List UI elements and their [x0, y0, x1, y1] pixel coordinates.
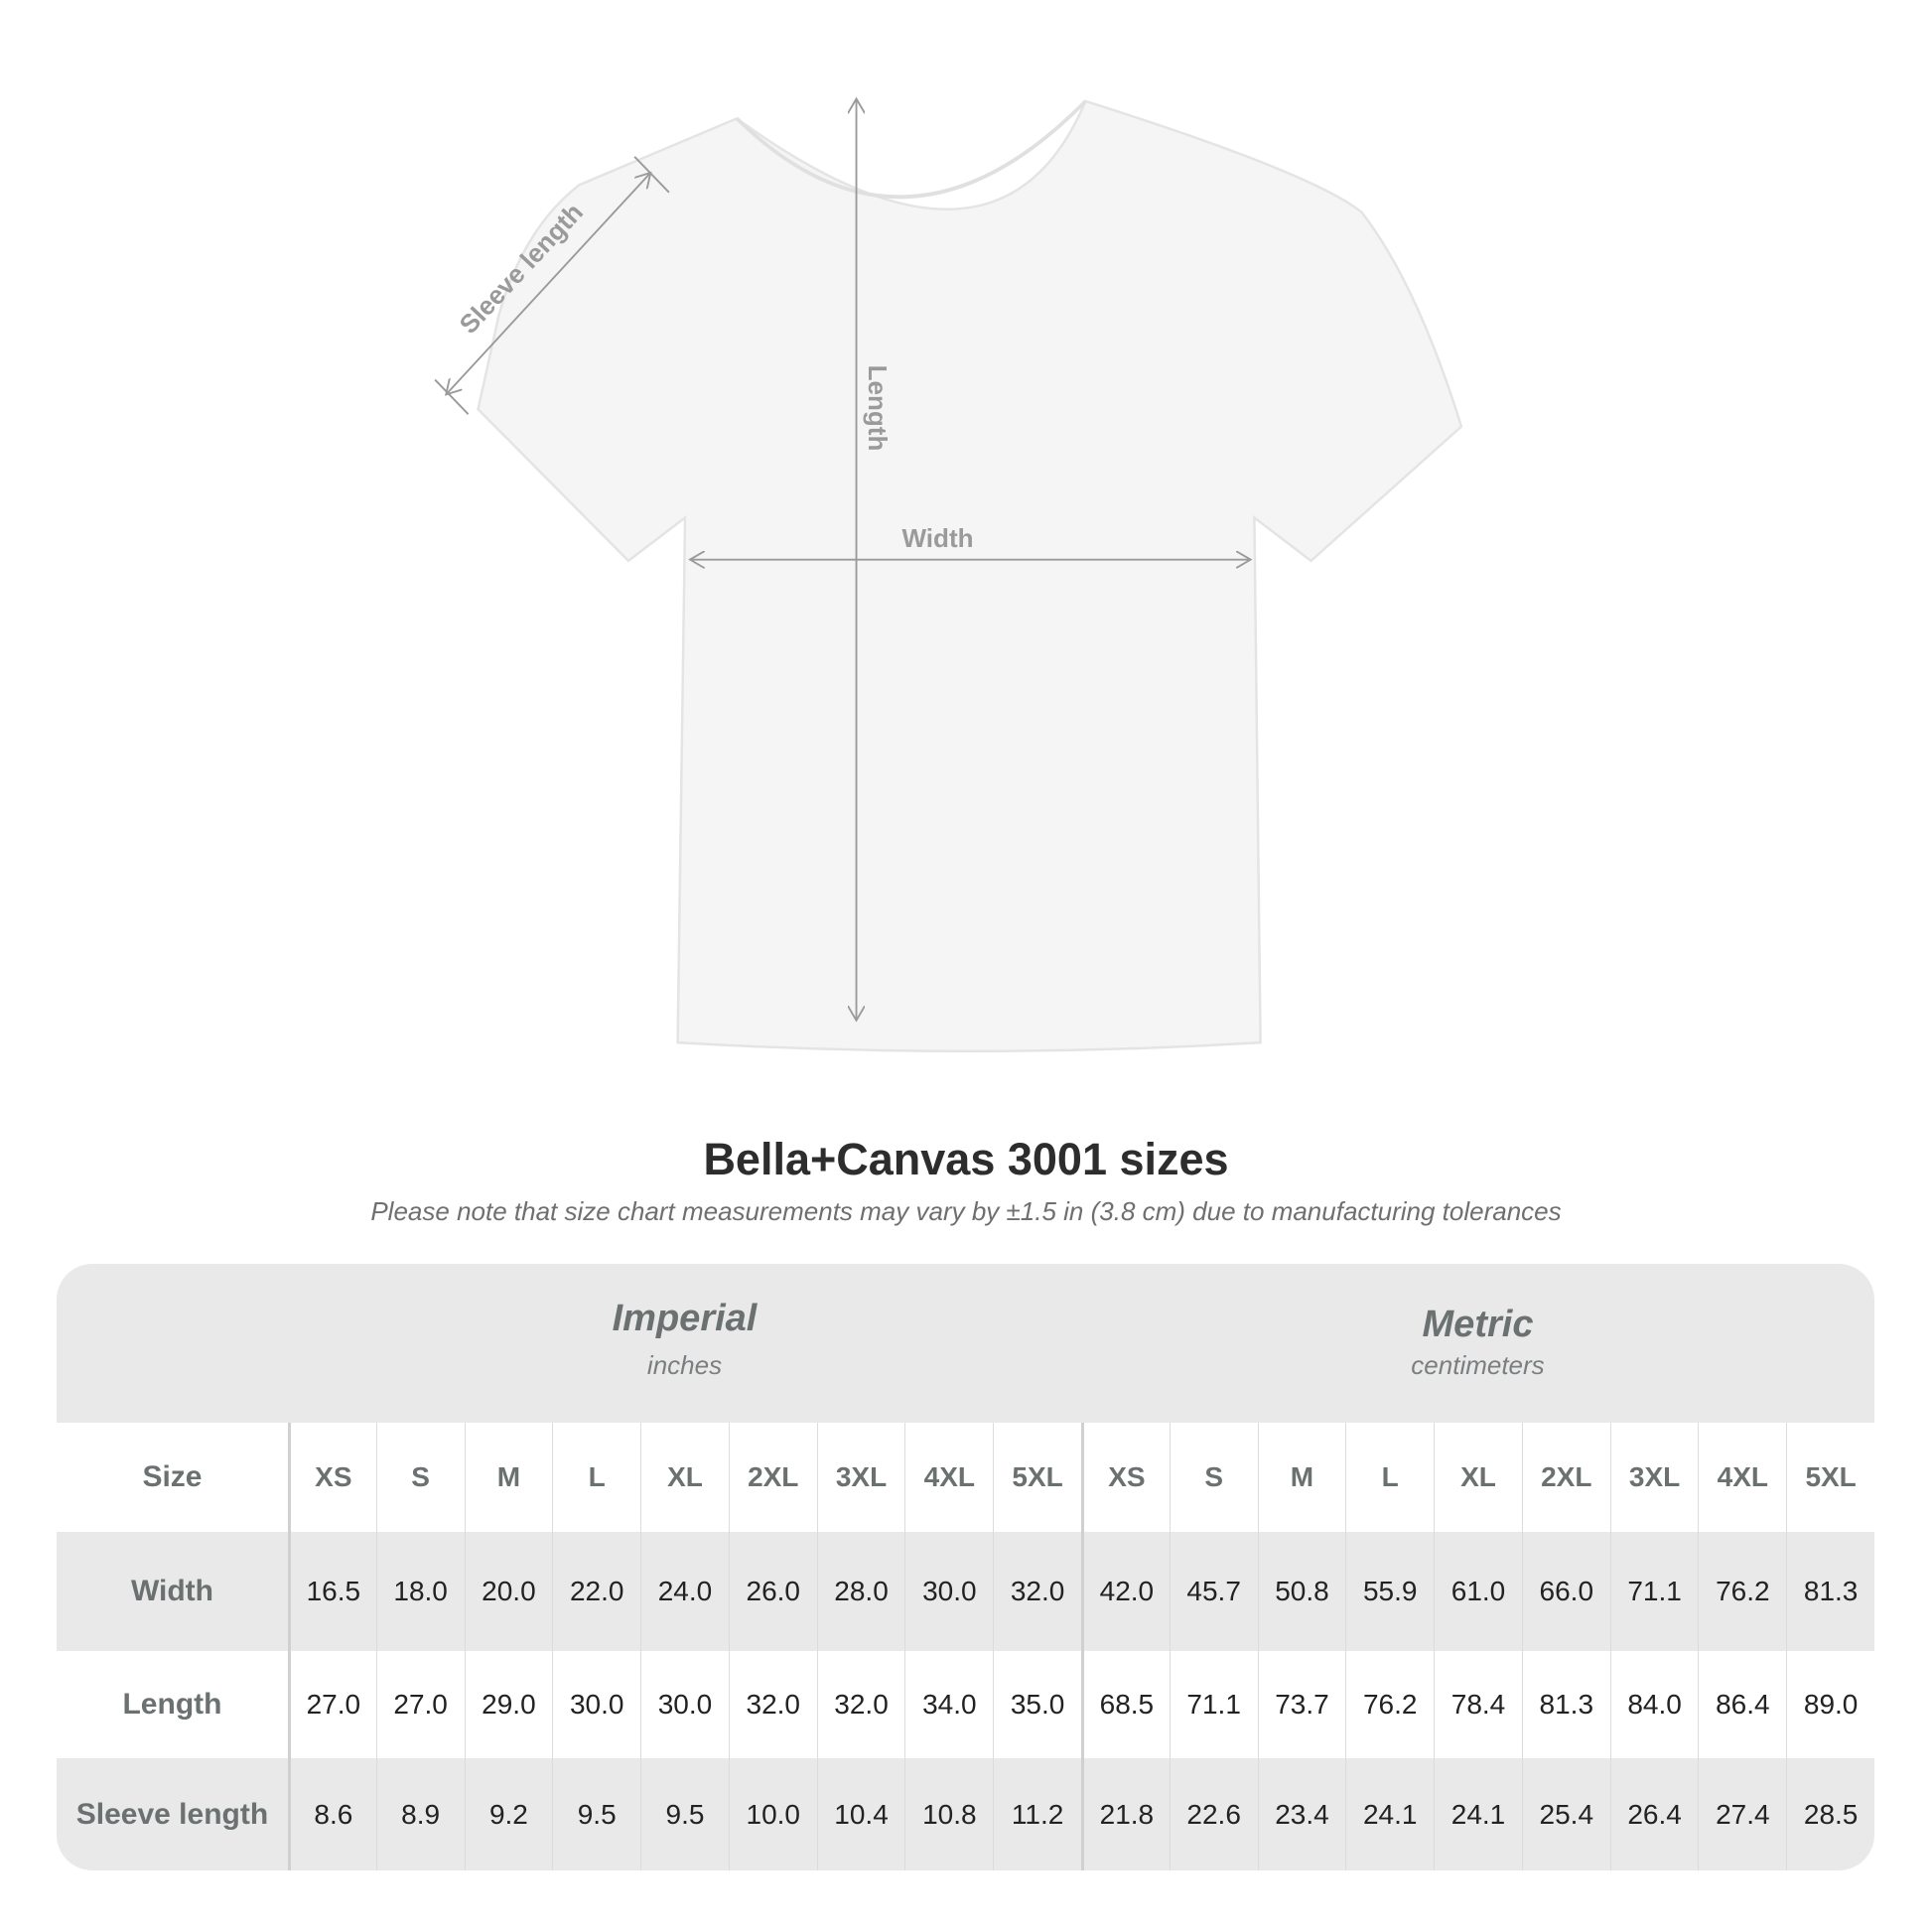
unit-header-band [57, 1264, 1874, 1423]
sleeve-tick [633, 156, 670, 194]
size-header-cell: 4XL [1698, 1423, 1786, 1532]
table-cell: 42.0 [1080, 1532, 1170, 1651]
size-header-cell: 3XL [1609, 1423, 1699, 1532]
size-header-cell: M [464, 1423, 553, 1532]
table-cell: 28.5 [1786, 1758, 1874, 1870]
table-cell: 50.8 [1257, 1532, 1346, 1651]
table-cell: 30.0 [640, 1651, 729, 1758]
size-header-row: Size XS S M L XL 2XL 3XL 4XL 5XL XS S M L XL 2XL 3XL 4XL 5… [57, 1423, 1874, 1532]
size-header-cell: XS [287, 1423, 376, 1532]
metric-unit: centimeters [1411, 1350, 1545, 1380]
size-header-cell: XS [1080, 1423, 1170, 1532]
table-cell: 73.7 [1257, 1651, 1346, 1758]
table-cell: 18.0 [375, 1532, 465, 1651]
size-header-cell: L [552, 1423, 640, 1532]
row-label: Length [122, 1688, 222, 1721]
size-header-cell: 5XL [1786, 1423, 1874, 1532]
table-cell: 24.1 [1434, 1758, 1522, 1870]
table-cell: 55.9 [1345, 1532, 1434, 1651]
size-header-cell: S [375, 1423, 465, 1532]
table-cell: 34.0 [904, 1651, 993, 1758]
size-header-cell: 2XL [728, 1423, 817, 1532]
metric-header: Metric centimeters [1081, 1304, 1874, 1381]
size-header-cell: L [1345, 1423, 1434, 1532]
table-cell: 89.0 [1786, 1651, 1874, 1758]
table-cell: 24.1 [1345, 1758, 1434, 1870]
size-header-cell: M [1257, 1423, 1346, 1532]
page-title: Bella+Canvas 3001 sizes [703, 1134, 1229, 1184]
table-cell: 25.4 [1521, 1758, 1610, 1870]
table-cell: 9.2 [464, 1758, 553, 1870]
size-header-cell: S [1169, 1423, 1258, 1532]
table-cell: 86.4 [1698, 1651, 1786, 1758]
table-cell: 32.0 [728, 1651, 817, 1758]
table-cell: 30.0 [552, 1651, 640, 1758]
table-row: Length 27.0 27.0 29.0 30.0 30.0 32.0 32.0 34.0 35… [57, 1651, 1874, 1758]
table-cell: 84.0 [1609, 1651, 1699, 1758]
table-cell: 22.6 [1169, 1758, 1258, 1870]
tshirt-diagram: Sleeve length Length Width [434, 0, 1463, 1053]
imperial-unit: inches [646, 1350, 723, 1380]
size-header-cell: 2XL [1521, 1423, 1610, 1532]
table-cell: 10.4 [816, 1758, 905, 1870]
table-cell: 32.0 [816, 1651, 905, 1758]
table-cell: 8.6 [287, 1758, 376, 1870]
size-header-cell: 5XL [993, 1423, 1081, 1532]
table-cell: 8.9 [375, 1758, 465, 1870]
table-cell: 27.4 [1698, 1758, 1786, 1870]
size-header-cell: 3XL [816, 1423, 905, 1532]
table-cell: 23.4 [1257, 1758, 1346, 1870]
row-label: Sleeve length [75, 1797, 269, 1831]
table-cell: 35.0 [993, 1651, 1081, 1758]
table-cell: 28.0 [816, 1532, 905, 1651]
table-cell: 29.0 [464, 1651, 553, 1758]
table-cell: 76.2 [1698, 1532, 1786, 1651]
table-cell: 21.8 [1080, 1758, 1170, 1870]
sleeve-arrow [446, 173, 650, 394]
table-cell: 26.0 [728, 1532, 817, 1651]
imperial-header: Imperial inches [288, 1298, 1081, 1381]
row-label: Width [130, 1575, 213, 1607]
length-label: Length [863, 365, 893, 452]
table-cell: 61.0 [1434, 1532, 1522, 1651]
table-cell: 10.0 [728, 1758, 817, 1870]
table-cell: 9.5 [640, 1758, 729, 1870]
table-cell: 24.0 [640, 1532, 729, 1651]
row-label: Size [142, 1460, 203, 1493]
table-cell: 66.0 [1521, 1532, 1610, 1651]
table-cell: 30.0 [904, 1532, 993, 1651]
table-cell: 22.0 [552, 1532, 640, 1651]
table-cell: 16.5 [287, 1532, 376, 1651]
table-cell: 26.4 [1609, 1758, 1699, 1870]
table-cell: 81.3 [1786, 1532, 1874, 1651]
table-row: Width 16.5 18.0 20.0 22.0 24.0 26.0 28.0 30.0 32.… [57, 1532, 1874, 1651]
table-cell: 20.0 [464, 1532, 553, 1651]
size-header-cell: XL [1434, 1423, 1522, 1532]
table-cell: 76.2 [1345, 1651, 1434, 1758]
tolerance-note: Please note that size chart measurements… [370, 1196, 1562, 1226]
table-cell: 27.0 [287, 1651, 376, 1758]
table-row: Sleeve length 8.6 8.9 9.2 9.5 9.5 10.0 10.4 10.8… [57, 1758, 1874, 1870]
tshirt-shape [477, 99, 1463, 1053]
table-cell: 68.5 [1080, 1651, 1170, 1758]
table-cell: 27.0 [375, 1651, 465, 1758]
table-cell: 32.0 [993, 1532, 1081, 1651]
collar [735, 99, 1087, 200]
table-cell: 45.7 [1169, 1532, 1258, 1651]
size-header-cell: 4XL [904, 1423, 993, 1532]
width-label: Width [901, 523, 973, 553]
table-cell: 71.1 [1609, 1532, 1699, 1651]
table-cell: 81.3 [1521, 1651, 1610, 1758]
metric-title: Metric [1422, 1304, 1534, 1345]
size-header-cell: XL [640, 1423, 729, 1532]
size-table: Imperial inches Metric centimeters Size X… [57, 1264, 1874, 1870]
table-cell: 9.5 [552, 1758, 640, 1870]
table-cell: 11.2 [993, 1758, 1081, 1870]
table-cell: 10.8 [904, 1758, 993, 1870]
table-cell: 71.1 [1169, 1651, 1258, 1758]
imperial-title: Imperial [612, 1298, 758, 1339]
sleeve-tick [434, 378, 470, 415]
table-cell: 78.4 [1434, 1651, 1522, 1758]
